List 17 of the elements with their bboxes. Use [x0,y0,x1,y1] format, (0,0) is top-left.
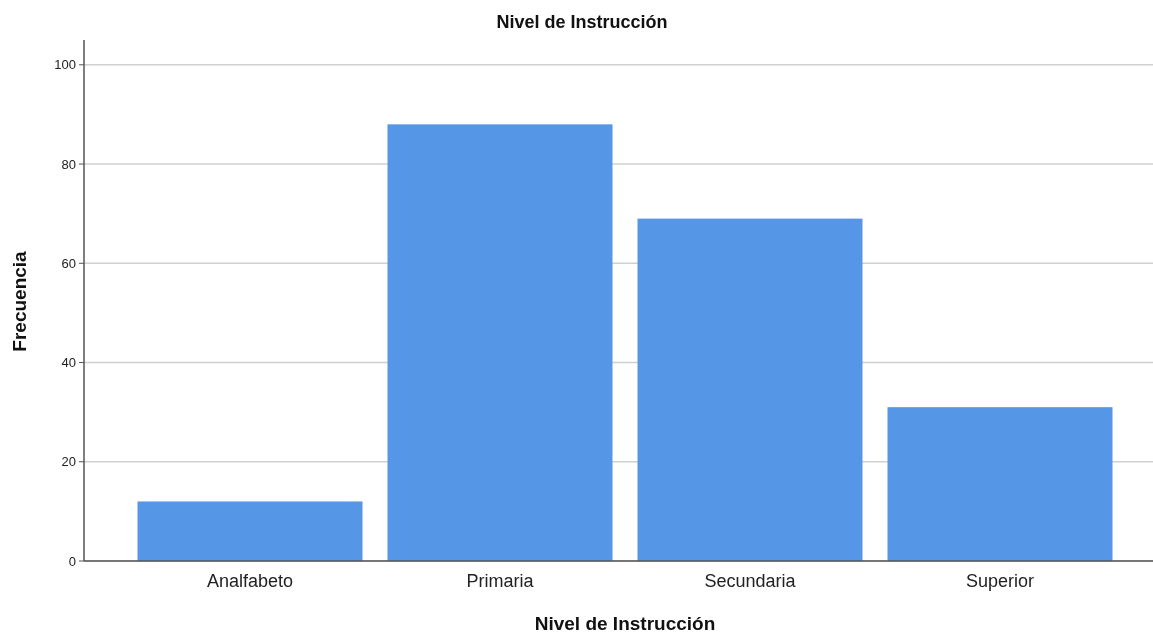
y-axis-title: Frecuencia [9,250,30,352]
x-tick-label: Superior [965,571,1035,591]
y-tick-label: 20 [61,454,76,470]
bar [637,218,863,561]
bar [887,407,1113,561]
bar [387,124,613,561]
y-tick-label: 100 [54,57,76,73]
y-tick-label: 60 [61,255,76,271]
chart-title: Nivel de Instrucción [496,12,668,32]
y-tick-label: 80 [61,156,76,172]
x-axis-title: Nivel de Instrucción [534,613,716,634]
x-tick-label: Primaria [466,571,535,591]
y-tick-label: 0 [68,553,76,569]
x-tick-label: Analfabeto [206,571,294,591]
bar [137,501,363,561]
x-tick-label: Secundaria [704,571,797,591]
y-tick-label: 40 [61,355,76,371]
